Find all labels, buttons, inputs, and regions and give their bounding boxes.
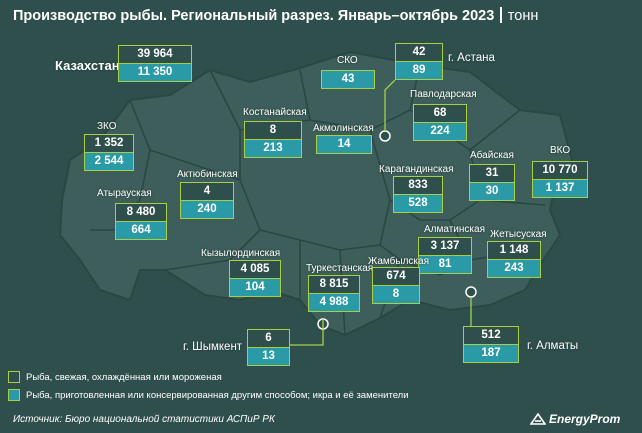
zhetysu-processed-value: 243 <box>488 259 540 277</box>
kyzylorda-values: 4 085 104 <box>229 260 281 297</box>
akmola-label: Акмолинская <box>313 123 374 134</box>
shymkent-values: 6 13 <box>247 329 290 366</box>
astana-processed-value: 89 <box>396 61 442 79</box>
almaty-region-processed-value: 81 <box>419 255 471 273</box>
astana-values: 42 89 <box>395 43 443 80</box>
turkestan-label: Туркестанская <box>306 263 374 274</box>
turkestan-fresh-value: 8 815 <box>309 276 359 293</box>
karaganda-values: 833 528 <box>393 176 443 213</box>
legend-fresh-swatch <box>8 371 20 383</box>
atyrau-fresh-value: 8 480 <box>116 204 166 221</box>
zhambyl-fresh-value: 674 <box>373 268 419 285</box>
turkestan-values: 8 815 4 988 <box>308 275 360 312</box>
legend-processed-text: Рыба, приготовленная или консервированна… <box>26 390 409 401</box>
zhambyl-label: Жамбылская <box>368 256 429 267</box>
legend-processed-swatch <box>8 389 20 401</box>
abai-processed-value: 30 <box>470 182 514 200</box>
kyzylorda-processed-value: 104 <box>230 278 280 296</box>
shymkent-fresh-value: 6 <box>248 330 289 347</box>
kostanay-processed-value: 213 <box>245 139 301 157</box>
almaty-city-label: г. Алматы <box>527 340 579 352</box>
kostanay-fresh-value: 8 <box>245 122 301 139</box>
energyprom-logo: EnergyProm <box>529 412 621 426</box>
abai-label: Абайская <box>470 150 514 161</box>
astana-fresh-value: 42 <box>396 44 442 61</box>
almaty-marker <box>465 286 477 298</box>
aktobe-fresh-value: 4 <box>181 183 233 200</box>
zhambyl-processed-value: 8 <box>373 285 419 303</box>
almaty-city-fresh-value: 512 <box>464 327 518 344</box>
almaty-region-values: 3 137 81 <box>418 237 472 274</box>
zko-processed-value: 2 544 <box>85 152 133 170</box>
title-text: Производство рыбы. Региональный разрез. … <box>13 8 495 24</box>
legend-fresh-text: Рыба, свежая, охлаждённая или мороженая <box>26 372 222 383</box>
title-separator <box>500 7 502 23</box>
kazakhstan-values: 39 964 11 350 <box>118 45 192 82</box>
pavlodar-fresh-value: 68 <box>414 105 466 122</box>
kostanay-values: 8 213 <box>244 121 302 158</box>
zhetysu-fresh-value: 1 148 <box>488 242 540 259</box>
vko-values: 10 770 1 137 <box>532 161 588 198</box>
almaty-region-fresh-value: 3 137 <box>419 238 471 255</box>
akmola-fresh-value: 14 <box>317 136 371 153</box>
almaty-city-values: 512 187 <box>463 326 519 363</box>
energyprom-logo-text: EnergyProm <box>549 412 621 426</box>
kazakhstan-processed-value: 11 350 <box>119 63 191 81</box>
vko-processed-value: 1 137 <box>533 179 587 197</box>
karaganda-fresh-value: 833 <box>394 177 442 194</box>
astana-marker <box>379 130 391 142</box>
zhambyl-values: 674 8 <box>372 267 420 304</box>
energyprom-logo-icon <box>529 412 547 425</box>
shymkent-label: г. Шымкент <box>183 341 243 353</box>
akmola-values: 14 <box>316 135 372 154</box>
zko-label: ЗКО <box>97 121 117 132</box>
turkestan-processed-value: 4 988 <box>309 293 359 311</box>
almaty-region-label: Алматинская <box>424 224 485 235</box>
page-title: Производство рыбы. Региональный разрез. … <box>13 7 538 24</box>
zhetysu-values: 1 148 243 <box>487 241 541 278</box>
legend-fresh: Рыба, свежая, охлаждённая или мороженая <box>8 371 222 383</box>
aktobe-values: 4 240 <box>180 182 234 219</box>
astana-label: г. Астана <box>448 52 495 64</box>
almaty-city-processed-value: 187 <box>464 344 518 362</box>
karaganda-label: Карагандинская <box>379 164 454 175</box>
abai-values: 31 30 <box>469 164 515 201</box>
vko-fresh-value: 10 770 <box>533 162 587 179</box>
aktobe-label: Актюбинская <box>177 169 238 180</box>
atyrau-values: 8 480 664 <box>115 203 167 240</box>
sko-values: 43 <box>321 70 375 89</box>
shymkent-processed-value: 13 <box>248 347 289 365</box>
pavlodar-values: 68 224 <box>413 104 467 141</box>
source-note: Источник: Бюро национальной статистики А… <box>13 414 275 425</box>
atyrau-processed-value: 664 <box>116 221 166 239</box>
kazakhstan-fresh-value: 39 964 <box>119 46 191 63</box>
legend-processed: Рыба, приготовленная или консервированна… <box>8 389 409 401</box>
atyrau-label: Атырауская <box>97 188 152 199</box>
zhetysu-label: Жетысуская <box>490 229 547 240</box>
zko-fresh-value: 1 352 <box>85 135 133 152</box>
kostanay-label: Костанайская <box>243 107 307 118</box>
karaganda-processed-value: 528 <box>394 194 442 212</box>
pavlodar-label: Павлодарская <box>410 89 477 100</box>
title-unit: тонн <box>507 8 539 24</box>
zko-values: 1 352 2 544 <box>84 134 134 171</box>
sko-label: СКО <box>337 55 358 66</box>
vko-label: ВКО <box>550 145 571 156</box>
kyzylorda-fresh-value: 4 085 <box>230 261 280 278</box>
abai-fresh-value: 31 <box>470 165 514 182</box>
sko-fresh-value: 43 <box>322 71 374 88</box>
pavlodar-processed-value: 224 <box>414 122 466 140</box>
kyzylorda-label: Кызылординская <box>201 248 281 259</box>
aktobe-processed-value: 240 <box>181 200 233 218</box>
kazakhstan-label: Казахстан <box>55 58 120 73</box>
